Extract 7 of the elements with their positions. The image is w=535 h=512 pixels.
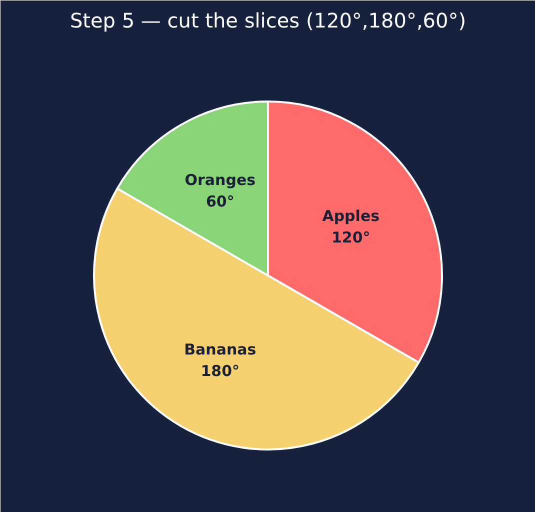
data-label: 120° bbox=[331, 228, 370, 246]
slice-label: Oranges bbox=[184, 171, 256, 190]
data-label: 180° bbox=[200, 362, 240, 380]
data-label: 60° bbox=[206, 192, 234, 211]
slice-label: Bananas bbox=[184, 340, 256, 358]
slice-label: Apples bbox=[322, 206, 380, 225]
chart-title: Step 5 — cut the slices (120°,180°,60°) bbox=[70, 8, 466, 32]
